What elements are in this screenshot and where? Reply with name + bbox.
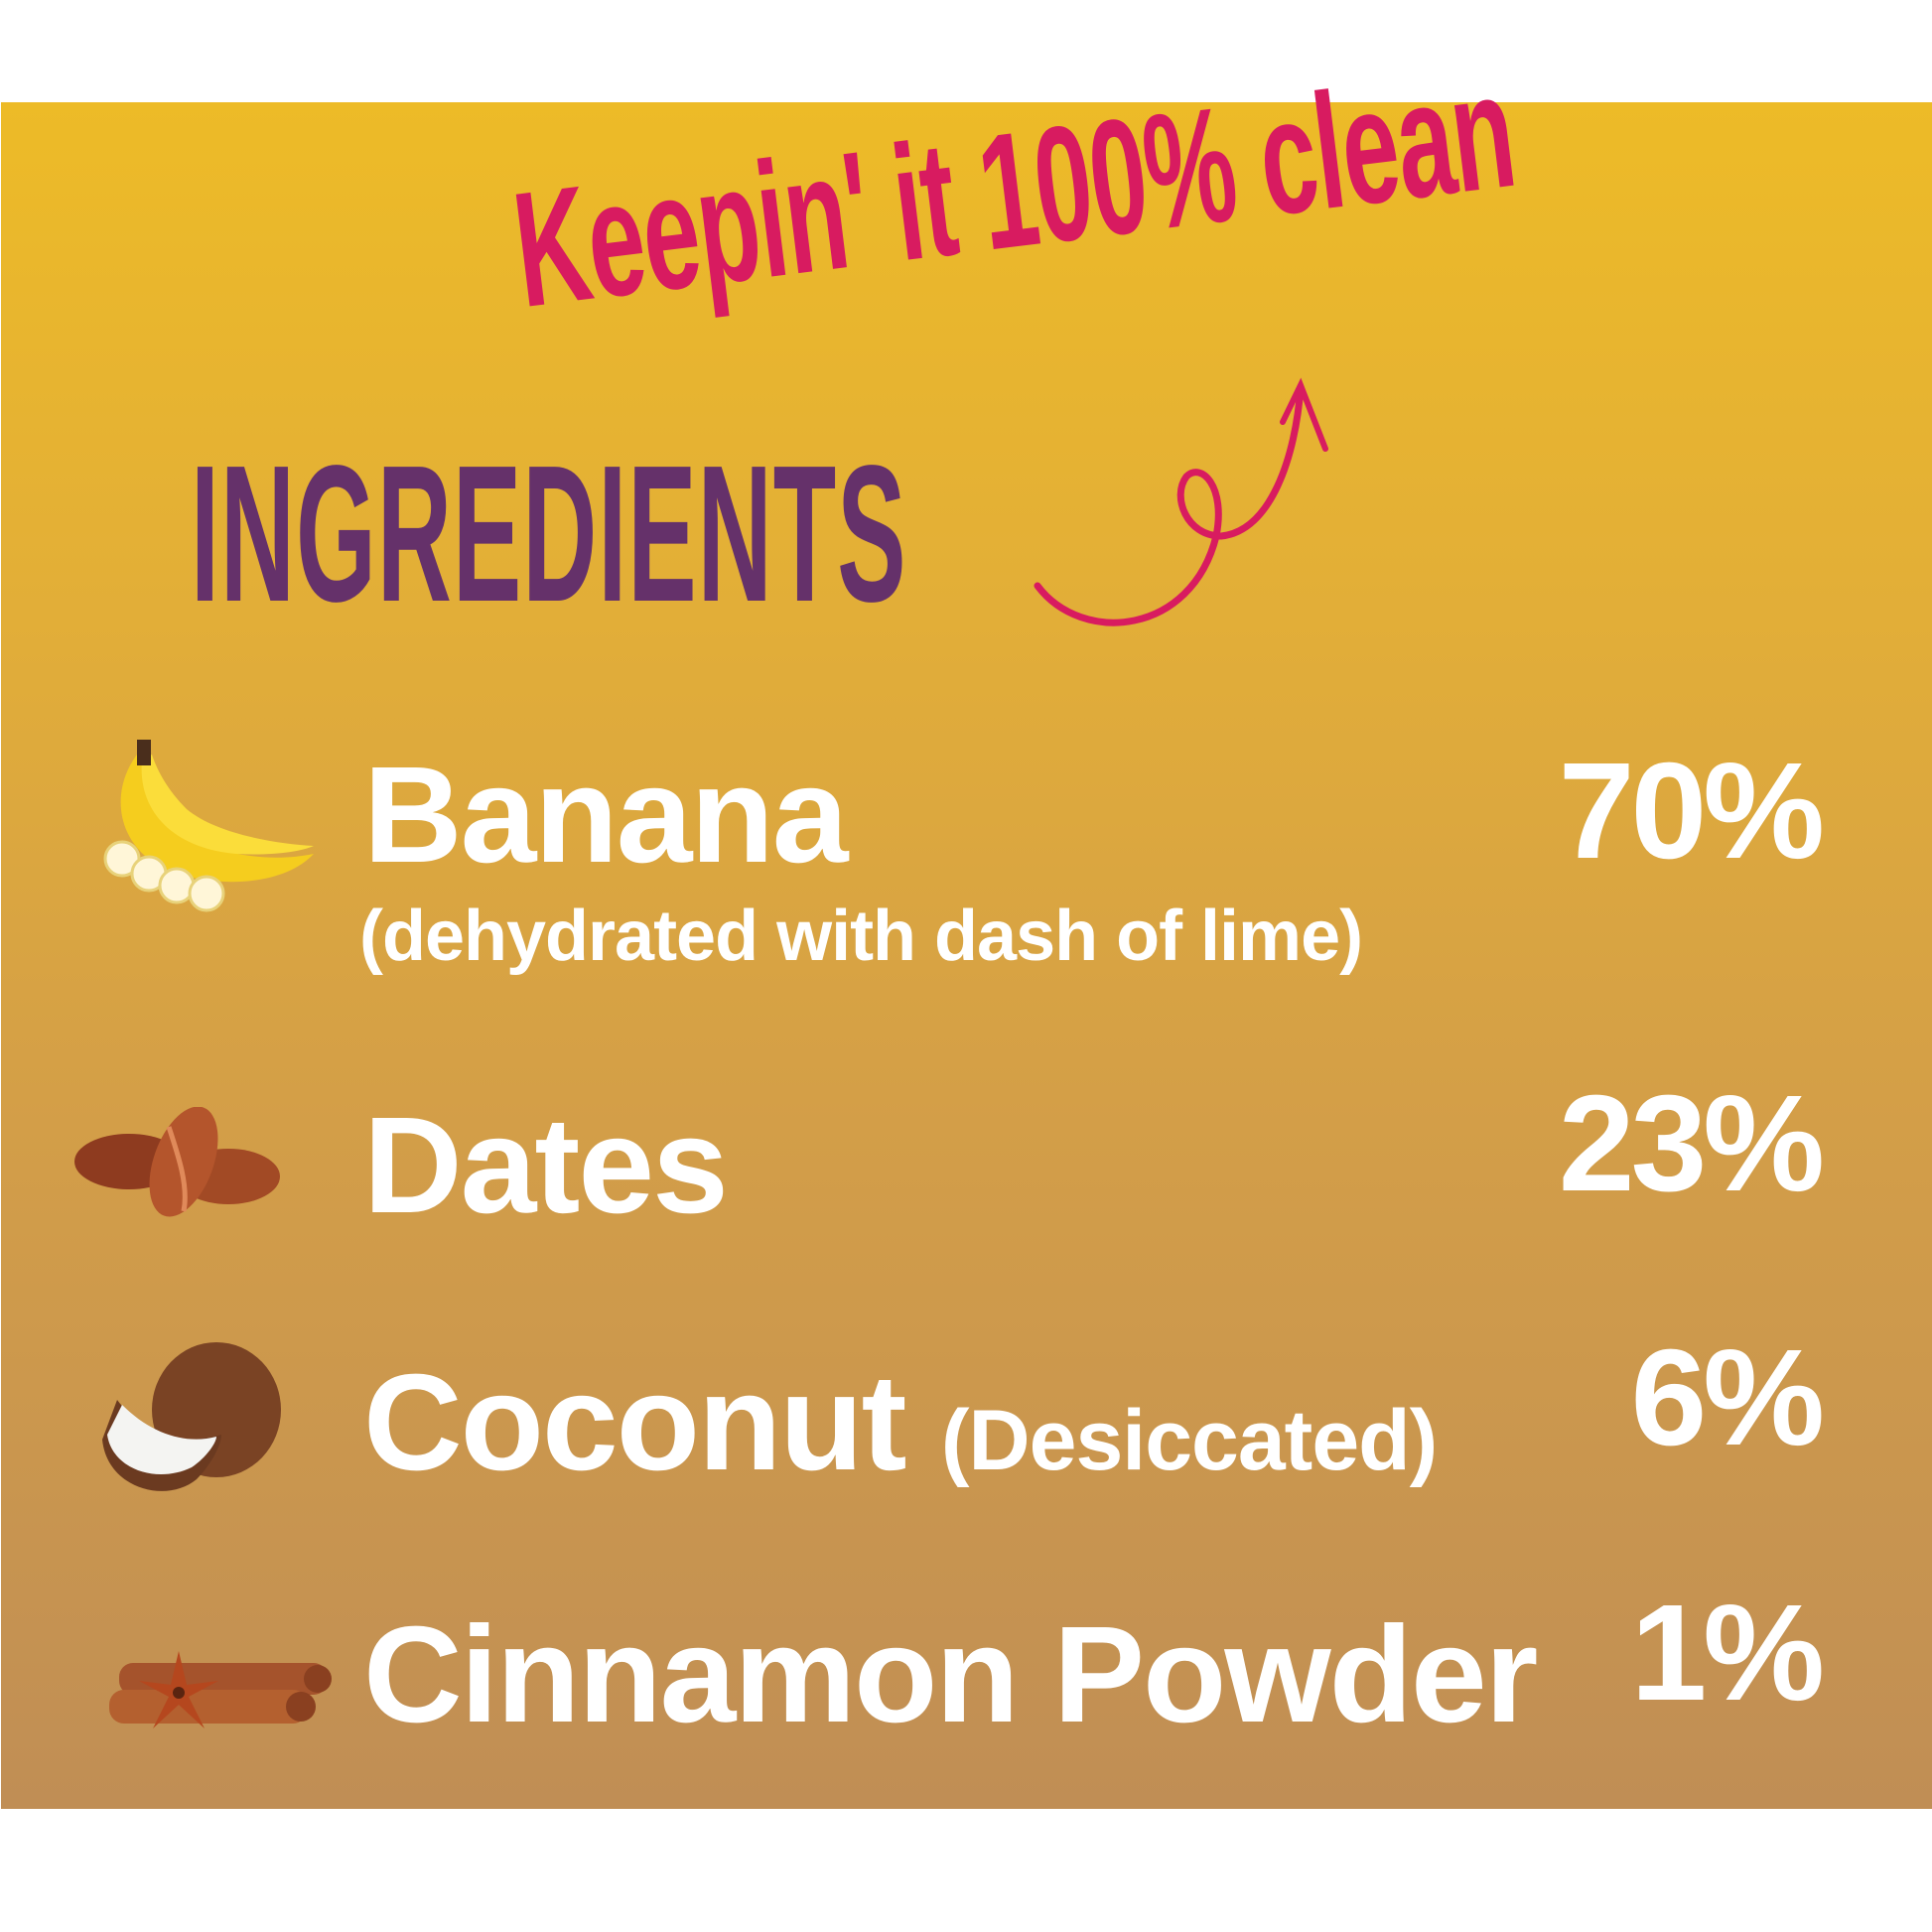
ingredient-name-coconut: Coconut (Desiccated) — [363, 1354, 1438, 1491]
ingredient-name-cinnamon: Cinnamon Powder — [363, 1598, 1538, 1751]
ingredients-panel — [1, 102, 1932, 1809]
ingredient-percent-coconut: 6% — [1630, 1321, 1825, 1474]
ingredient-note-banana: (dehydrated with dash of lime) — [359, 897, 1363, 976]
curly-arrow-icon — [1034, 377, 1328, 626]
ingredient-name-coconut-text: Coconut — [363, 1346, 907, 1499]
cinnamon-icon — [109, 1651, 332, 1728]
coconut-icon — [102, 1342, 281, 1491]
ingredient-percent-banana: 70% — [1558, 735, 1825, 888]
ingredient-percent-dates: 23% — [1558, 1067, 1825, 1220]
ingredient-name-banana: Banana — [363, 739, 848, 892]
ingredient-name-dates: Dates — [363, 1089, 729, 1242]
banana-icon — [103, 740, 314, 912]
ingredient-percent-cinnamon: 1% — [1630, 1577, 1825, 1729]
heading: INGREDIENTS — [191, 425, 907, 642]
ingredient-note-coconut: (Desiccated) — [940, 1393, 1438, 1488]
dates-icon — [74, 1107, 280, 1217]
